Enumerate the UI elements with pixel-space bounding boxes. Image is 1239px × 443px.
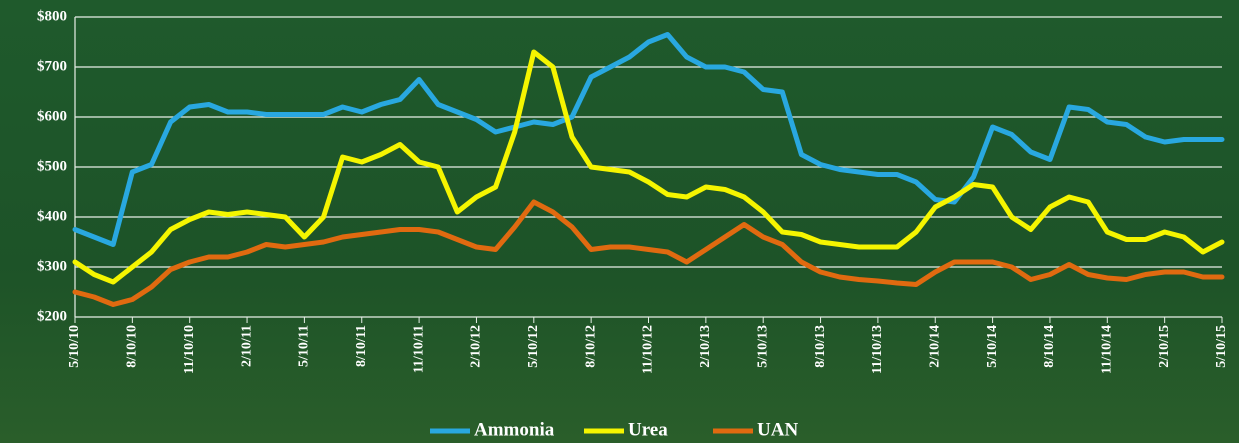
x-tick-label: 2/10/13 xyxy=(698,325,713,368)
x-tick-label: 8/10/13 xyxy=(813,325,828,368)
series-line xyxy=(72,199,1225,307)
x-tick-label: 11/10/14 xyxy=(1100,325,1115,374)
x-tick-label: 5/10/12 xyxy=(526,325,541,368)
x-tick-label: 8/10/11 xyxy=(354,325,369,367)
y-tick-label: $400 xyxy=(37,208,67,224)
x-tick-label: 11/10/13 xyxy=(870,325,885,374)
y-tick-label: $700 xyxy=(37,58,67,74)
x-tick-label: 5/10/11 xyxy=(297,325,312,367)
x-tick-label: 8/10/14 xyxy=(1042,325,1057,368)
series-line xyxy=(72,49,1225,285)
x-tick-label: 11/10/11 xyxy=(411,325,426,373)
x-tick-label: 2/10/11 xyxy=(239,325,254,367)
x-tick-label: 2/10/12 xyxy=(469,325,484,368)
y-tick-label: $300 xyxy=(37,258,67,274)
x-tick-label: 11/10/12 xyxy=(641,325,656,374)
x-tick-label: 2/10/14 xyxy=(927,325,942,368)
x-tick-label: 8/10/10 xyxy=(125,325,140,368)
y-tick-label: $600 xyxy=(37,108,67,124)
legend-label: Ammonia xyxy=(474,419,555,440)
x-tick-label: 5/10/15 xyxy=(1214,325,1229,368)
y-tick-label: $200 xyxy=(37,308,67,324)
legend-label: Urea xyxy=(628,419,668,440)
x-tick-label: 5/10/10 xyxy=(67,325,82,368)
x-tick-label: 5/10/14 xyxy=(985,325,1000,368)
y-tick-label: $800 xyxy=(37,8,67,24)
legend-label: UAN xyxy=(757,419,798,440)
x-tick-label: 11/10/10 xyxy=(182,325,197,374)
series-line xyxy=(72,32,1225,247)
x-tick-label: 8/10/12 xyxy=(583,325,598,368)
x-tick-label: 2/10/15 xyxy=(1157,325,1172,368)
y-tick-label: $500 xyxy=(37,158,67,174)
x-tick-label: 5/10/13 xyxy=(755,325,770,368)
